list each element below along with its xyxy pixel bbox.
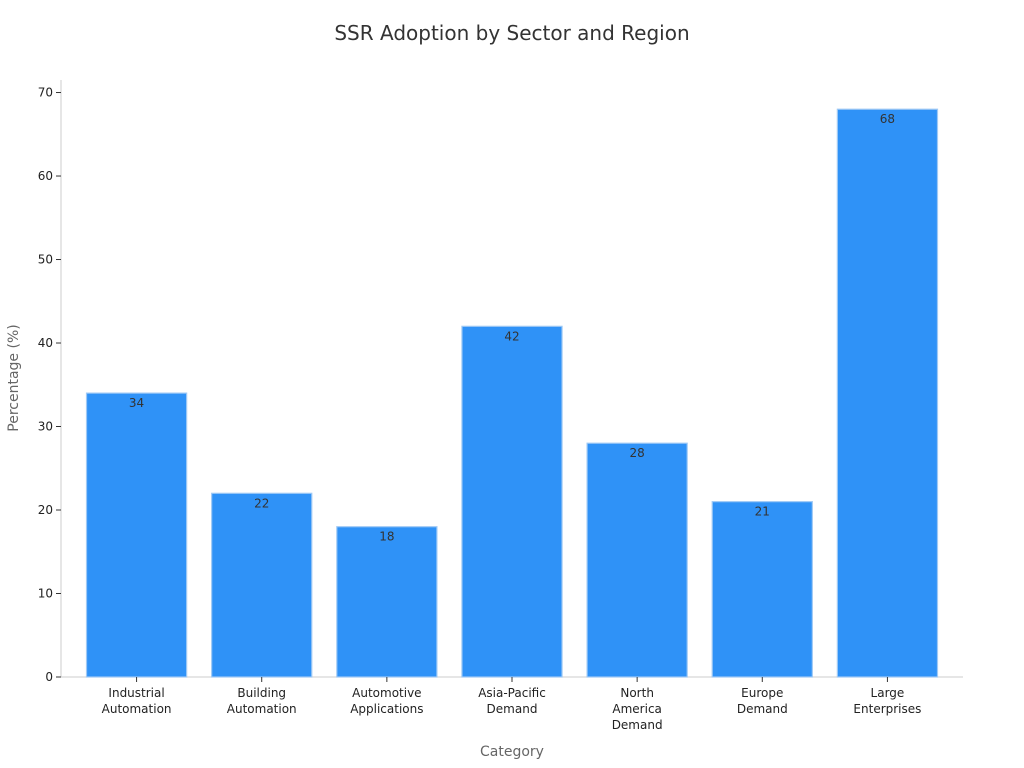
x-tick-label-line: America <box>612 702 662 716</box>
x-tick-label-line: Demand <box>487 702 538 716</box>
bar-value-label: 18 <box>379 530 394 544</box>
bar-value-label: 22 <box>254 496 269 510</box>
x-tick-label: Building Automation <box>227 686 297 716</box>
bar <box>461 325 563 678</box>
x-axis-labels: Industrial Automation Building Automation Au… <box>102 677 921 732</box>
y-tick-label: 50 <box>38 253 53 267</box>
y-tick-label: 30 <box>38 420 53 434</box>
bar <box>85 392 188 678</box>
y-tick-label: 20 <box>38 503 53 517</box>
y-tick-label: 60 <box>38 169 53 183</box>
y-axis-title: Percentage (%) <box>6 324 22 431</box>
x-tick-label-line: Enterprises <box>853 702 921 716</box>
bar <box>336 526 438 678</box>
x-tick-label-line: Building <box>237 686 286 700</box>
bar <box>586 442 688 678</box>
x-tick-label: Asia-Pacific Demand <box>478 686 546 716</box>
bar-value-label: 28 <box>630 446 645 460</box>
x-axis-title: Category <box>480 744 544 760</box>
x-tick-label-line: Asia-Pacific <box>478 686 546 700</box>
bars-group: 34 22 18 42 28 21 68 <box>85 108 939 678</box>
x-tick-label-line: Applications <box>350 702 423 716</box>
x-tick-label-line: Demand <box>737 702 788 716</box>
x-tick-label-line: North <box>620 686 654 700</box>
x-tick-label-line: Automotive <box>352 686 421 700</box>
bar-value-label: 21 <box>755 505 770 519</box>
x-tick-label: North America Demand <box>612 686 663 732</box>
x-tick-label-line: Large <box>871 686 905 700</box>
bar <box>211 492 313 678</box>
y-tick-label: 40 <box>38 336 53 350</box>
x-tick-label-line: Demand <box>612 718 663 732</box>
x-tick-label: Europe Demand <box>737 686 788 716</box>
y-axis-ticks: 0 10 20 30 40 50 60 70 <box>38 86 61 684</box>
bar <box>836 108 939 678</box>
x-tick-label-line: Automation <box>227 702 297 716</box>
y-tick-label: 10 <box>38 587 53 601</box>
x-tick-label: Industrial Automation <box>102 686 172 716</box>
bar-value-label: 42 <box>504 329 519 343</box>
x-tick-label: Automotive Applications <box>350 686 423 716</box>
x-tick-label: Large Enterprises <box>853 686 921 716</box>
bar-value-label: 68 <box>880 112 895 126</box>
x-tick-label-line: Automation <box>102 702 172 716</box>
bar <box>711 501 813 678</box>
bar-value-label: 34 <box>129 396 144 410</box>
y-tick-label: 0 <box>45 670 53 684</box>
x-tick-label-line: Industrial <box>108 686 164 700</box>
chart-title: SSR Adoption by Sector and Region <box>334 21 689 45</box>
x-tick-label-line: Europe <box>741 686 783 700</box>
y-tick-label: 70 <box>38 86 53 100</box>
